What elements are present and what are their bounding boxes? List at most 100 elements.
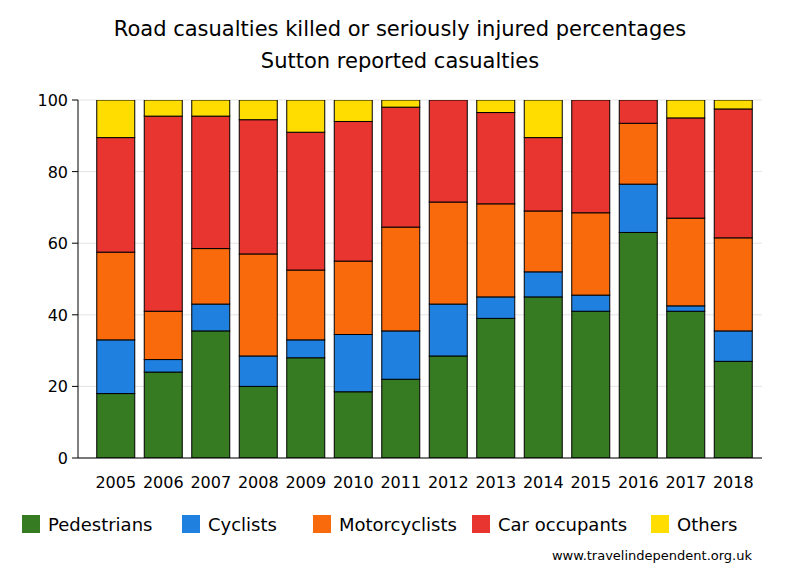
bar-segment [239, 254, 277, 356]
bar-segment [524, 100, 562, 138]
bar-segment [429, 356, 467, 458]
y-tick-label: 0 [58, 449, 68, 468]
bar-segment [97, 394, 135, 458]
bar-segment [334, 261, 372, 334]
bar-segment [429, 100, 467, 202]
bar-segment [192, 100, 230, 116]
legend-label: Car occupants [498, 514, 627, 535]
title: Road casualties killed or seriously inju… [114, 17, 686, 41]
bar-segment [714, 238, 752, 331]
bar-segment [524, 297, 562, 458]
bar-segment [97, 252, 135, 340]
bar-segment [619, 100, 657, 123]
legend-swatch [182, 515, 200, 533]
bar-segment [144, 116, 182, 311]
bar-segment [97, 138, 135, 253]
y-tick-label: 100 [37, 91, 68, 110]
x-tick-label: 2006 [143, 473, 184, 492]
x-tick-label: 2017 [665, 473, 706, 492]
y-tick-label: 60 [48, 234, 68, 253]
bar-segment [477, 204, 515, 297]
bar-segment [477, 100, 515, 113]
bar-segment [144, 100, 182, 116]
bar-segment [429, 100, 467, 101]
bar-segment [429, 202, 467, 304]
x-tick-label: 2015 [570, 473, 611, 492]
bar-segment [239, 100, 277, 120]
x-tick-label: 2013 [475, 473, 516, 492]
bar-segment [477, 113, 515, 204]
bar-segment [382, 107, 420, 227]
bar-segment [524, 272, 562, 297]
bar-segment [572, 100, 610, 101]
bar-segment [287, 340, 325, 358]
x-tick-label: 2005 [95, 473, 136, 492]
bar-segment [667, 311, 705, 458]
subtitle: Sutton reported casualties [261, 49, 539, 73]
y-tick-label: 80 [48, 163, 68, 182]
y-axis [78, 100, 79, 458]
x-tick-label: 2008 [238, 473, 279, 492]
bar-segment [192, 304, 230, 331]
y-tick [72, 386, 78, 387]
bar-segment [429, 304, 467, 356]
bar-segment [144, 360, 182, 373]
x-axis [78, 458, 762, 459]
bar-segment [382, 100, 420, 107]
legend-label: Cyclists [208, 514, 277, 535]
bar-segment [619, 184, 657, 232]
bar-segment [334, 392, 372, 458]
bar-segment [524, 211, 562, 272]
bar-segment [144, 372, 182, 458]
x-tick-label: 2018 [713, 473, 754, 492]
bar-segment [667, 100, 705, 118]
bar-segment [524, 138, 562, 211]
y-tick [72, 100, 78, 101]
x-tick-label: 2016 [618, 473, 659, 492]
x-tick-label: 2007 [190, 473, 231, 492]
bar-segment [714, 331, 752, 361]
legend-label: Pedestrians [48, 514, 152, 535]
bar-segment [477, 318, 515, 458]
grid-line [78, 458, 762, 459]
bar-segment [619, 100, 657, 101]
bar-segment [714, 361, 752, 458]
bar-segment [619, 123, 657, 184]
bar-segment [239, 120, 277, 254]
y-tick [72, 458, 78, 459]
bars [97, 100, 753, 458]
bar-segment [382, 331, 420, 379]
bar-segment [239, 356, 277, 386]
bar-segment [287, 358, 325, 458]
bar-segment [287, 132, 325, 270]
legend-swatch [22, 515, 40, 533]
legend-swatch [472, 515, 490, 533]
legend-swatch [313, 515, 331, 533]
bar-segment [287, 100, 325, 132]
legend-label: Motorcyclists [339, 514, 457, 535]
bar-segment [334, 121, 372, 261]
bar-segment [287, 270, 325, 340]
bar-segment [334, 334, 372, 391]
bar-segment [382, 227, 420, 331]
bar-segment [667, 218, 705, 306]
legend-swatch [651, 515, 669, 533]
x-tick-label: 2010 [333, 473, 374, 492]
bar-segment [667, 306, 705, 311]
bar-segment [192, 331, 230, 458]
bar-segment [572, 213, 610, 295]
y-tick-label: 40 [48, 306, 68, 325]
legend-label: Others [677, 514, 738, 535]
x-tick-label: 2012 [428, 473, 469, 492]
bar-segment [334, 100, 372, 121]
bar-segment [572, 295, 610, 311]
bar-segment [667, 118, 705, 218]
bar-segment [144, 311, 182, 359]
bar-segment [192, 116, 230, 248]
y-tick-label: 20 [48, 377, 68, 396]
bar-segment [382, 379, 420, 458]
bar-segment [619, 232, 657, 458]
bar-segment [714, 100, 752, 109]
x-tick-label: 2009 [285, 473, 326, 492]
bar-segment [714, 109, 752, 238]
